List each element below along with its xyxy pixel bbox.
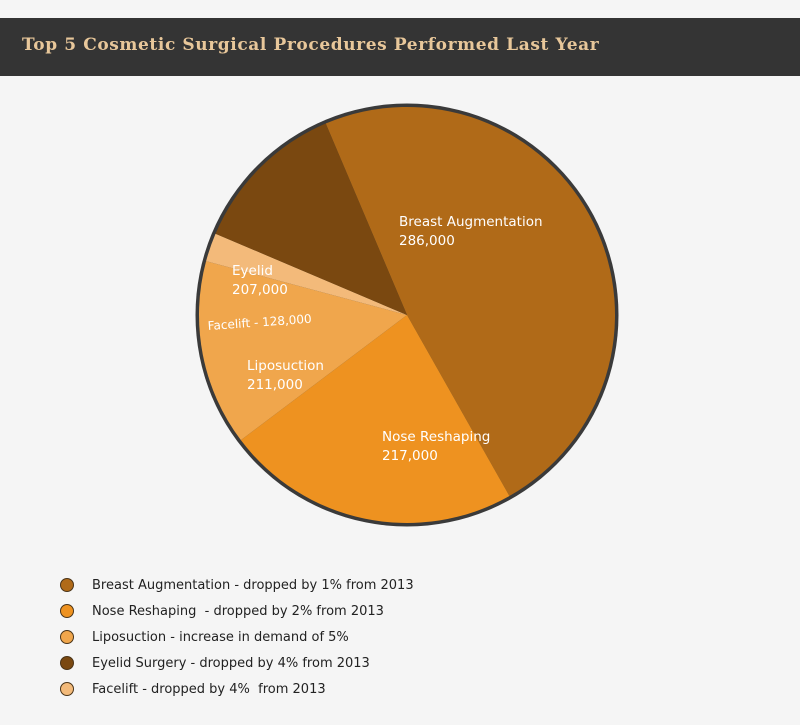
- pie-slice: [325, 106, 616, 497]
- legend-item: Eyelid Surgery - dropped by 4% from 2013: [60, 650, 414, 676]
- pie-slice: [215, 123, 407, 315]
- legend-dot: [60, 656, 74, 670]
- slice-label: Breast Augmentation: [399, 214, 543, 230]
- legend-label: Breast Augmentation - dropped by 1% from…: [92, 577, 414, 593]
- chart-header: Top 5 Cosmetic Surgical Procedures Perfo…: [0, 18, 800, 76]
- legend-label: Liposuction - increase in demand of 5%: [92, 629, 349, 645]
- pie-slice: [199, 261, 407, 441]
- legend-label: Facelift - dropped by 4% from 2013: [92, 681, 326, 697]
- slice-value-label: 286,000: [399, 233, 455, 249]
- slice-value-label: 217,000: [382, 448, 438, 464]
- legend-item: Facelift - dropped by 4% from 2013: [60, 676, 414, 702]
- legend-item: Liposuction - increase in demand of 5%: [60, 624, 414, 650]
- legend-label: Nose Reshaping - dropped by 2% from 2013: [92, 603, 384, 619]
- legend-dot: [60, 630, 74, 644]
- legend: Breast Augmentation - dropped by 1% from…: [60, 572, 414, 702]
- slice-label: Eyelid: [232, 263, 273, 279]
- legend-dot: [60, 604, 74, 618]
- legend-label: Eyelid Surgery - dropped by 4% from 2013: [92, 655, 370, 671]
- slice-value-label: 207,000: [232, 282, 288, 298]
- legend-dot: [60, 682, 74, 696]
- slice-label: Liposuction: [247, 358, 324, 374]
- slice-value-label: 211,000: [247, 377, 303, 393]
- legend-item: Breast Augmentation - dropped by 1% from…: [60, 572, 414, 598]
- pie-slice: [206, 233, 407, 315]
- legend-dot: [60, 578, 74, 592]
- slice-label: Nose Reshaping: [382, 429, 490, 445]
- legend-item: Nose Reshaping - dropped by 2% from 2013: [60, 598, 414, 624]
- pie-slice: [240, 315, 510, 523]
- chart-title: Top 5 Cosmetic Surgical Procedures Perfo…: [22, 35, 600, 55]
